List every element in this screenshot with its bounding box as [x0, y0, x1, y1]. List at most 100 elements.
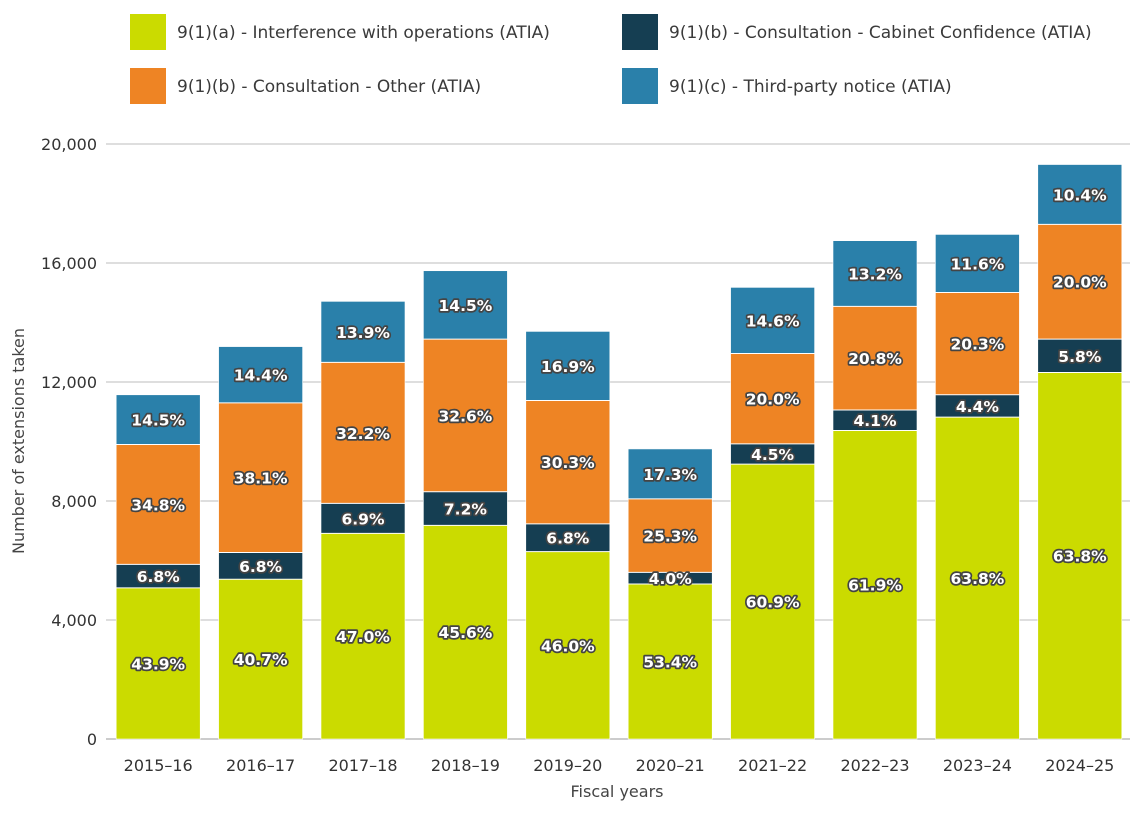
bar-segment: [116, 394, 201, 445]
segment-label: 45.6%: [439, 624, 493, 642]
segment-label-outline: 32.6%: [439, 407, 493, 425]
y-tick-label: 8,000: [51, 492, 97, 511]
segment-label-outline: 6.8%: [239, 558, 282, 576]
segment-label: 20.0%: [1053, 274, 1107, 292]
segment-label: 7.2%: [444, 501, 487, 519]
bar-segment: [116, 587, 201, 739]
bar-segment: [833, 240, 917, 307]
segment-label: 30.3%: [541, 454, 595, 472]
bar-segment: [1037, 224, 1122, 340]
segment-label-outline: 43.9%: [131, 655, 185, 673]
segment-label: 14.5%: [131, 412, 185, 430]
segment-label: 14.4%: [234, 367, 288, 385]
bar-segment: [116, 564, 201, 588]
bar-segment: [1037, 372, 1122, 739]
x-axis: 2015–16 2016–17 2017–18 2018–19 2019–20 2020–…: [124, 756, 1115, 775]
bar-segment: [833, 306, 917, 410]
bar-segment: [628, 498, 713, 573]
x-tick-label: 2024–25: [1045, 756, 1114, 775]
legend-label: 9(1)(a) - Interference with operations (…: [177, 23, 550, 43]
x-tick-label: 2015–16: [124, 756, 193, 775]
segment-label-outline: 53.4%: [643, 654, 697, 672]
bar-outline: [1037, 164, 1123, 740]
segment-label: 16.9%: [541, 358, 595, 376]
bars: [115, 164, 1123, 740]
segment-label: 61.9%: [848, 577, 902, 595]
segment-label: 14.5%: [439, 297, 493, 315]
bar-segment: [423, 525, 508, 739]
segment-label: 4.4%: [956, 398, 999, 416]
bar-outline: [320, 301, 406, 740]
y-tick-label: 16,000: [41, 254, 97, 273]
bar-segment: [321, 362, 405, 504]
segment-label-outline: 45.6%: [439, 624, 493, 642]
bar-outline: [218, 346, 303, 740]
segment-label-outline: 40.7%: [234, 651, 288, 669]
legend-label: 9(1)(c) - Third-party notice (ATIA): [669, 77, 952, 97]
segment-label: 5.8%: [1058, 348, 1101, 366]
bar-segment: [628, 572, 713, 585]
bar-segment: [628, 448, 713, 499]
segment-label-outline: 4.4%: [956, 398, 999, 416]
bar-segment: [423, 339, 508, 492]
bar-segment: [730, 287, 815, 354]
segment-label-outline: 20.3%: [951, 336, 1005, 354]
segment-label-outline: 20.0%: [746, 391, 800, 409]
segment-label-outline: 61.9%: [848, 577, 902, 595]
bar-segment: [525, 551, 610, 739]
y-axis: 0 4,000 8,000 12,000 16,000 20,000: [41, 135, 97, 749]
bar-outline: [730, 287, 815, 740]
segment-label: 25.3%: [643, 528, 697, 546]
y-tick-label: 12,000: [41, 373, 97, 392]
bar-segment: [935, 394, 1020, 418]
segment-label-outline: 63.8%: [951, 570, 1005, 588]
segment-label-outline: 4.1%: [854, 412, 897, 430]
segment-label: 6.8%: [137, 568, 180, 586]
segment-label: 32.6%: [439, 407, 493, 425]
bar-segment: [423, 270, 508, 340]
bar-segment: [935, 234, 1020, 293]
bar-segment: [525, 523, 610, 552]
segment-label-outline: 14.6%: [746, 312, 800, 330]
bar-segment: [525, 331, 610, 401]
segment-label-outline: 17.3%: [643, 466, 697, 484]
bar-outline: [935, 234, 1020, 740]
segment-label-outline: 14.4%: [234, 367, 288, 385]
segment-label: 4.1%: [854, 412, 897, 430]
segment-label: 20.0%: [746, 391, 800, 409]
segment-label-outline: 38.1%: [234, 470, 288, 488]
x-axis-title: Fiscal years: [571, 782, 664, 801]
segment-label: 6.9%: [342, 510, 385, 528]
bar-outline: [423, 270, 508, 740]
segment-label: 40.7%: [234, 651, 288, 669]
bar-outline: [627, 448, 713, 740]
bar-outline: [832, 240, 918, 740]
segment-label-outline: 63.8%: [1053, 548, 1107, 566]
x-tick-label: 2020–21: [636, 756, 705, 775]
bar-segment: [628, 584, 713, 739]
segment-label: 63.8%: [1053, 548, 1107, 566]
segment-label: 63.8%: [951, 570, 1005, 588]
segment-label-outline: 20.8%: [848, 350, 902, 368]
bar-segment: [525, 400, 610, 524]
segment-label-outline: 20.0%: [1053, 274, 1107, 292]
segment-label: 53.4%: [643, 654, 697, 672]
segment-label-outline: 6.9%: [342, 510, 385, 528]
bar-segment: [321, 301, 405, 363]
bar-segment: [1037, 164, 1122, 225]
bar-segment: [218, 579, 303, 739]
segment-label-outline: 10.4%: [1053, 186, 1107, 204]
x-tick-label: 2019–20: [533, 756, 602, 775]
segment-label: 34.8%: [131, 496, 185, 514]
x-tick-label: 2017–18: [328, 756, 397, 775]
segment-label-outline: 13.2%: [848, 266, 902, 284]
segment-label: 4.5%: [751, 446, 794, 464]
bar-outline: [525, 331, 611, 740]
segment-label: 13.2%: [848, 266, 902, 284]
segment-label-outline: 16.9%: [541, 358, 595, 376]
segment-label: 13.9%: [336, 324, 390, 342]
segment-label-outline: 7.2%: [444, 501, 487, 519]
bar-segment: [730, 464, 815, 739]
segment-label-outline: 34.8%: [131, 496, 185, 514]
